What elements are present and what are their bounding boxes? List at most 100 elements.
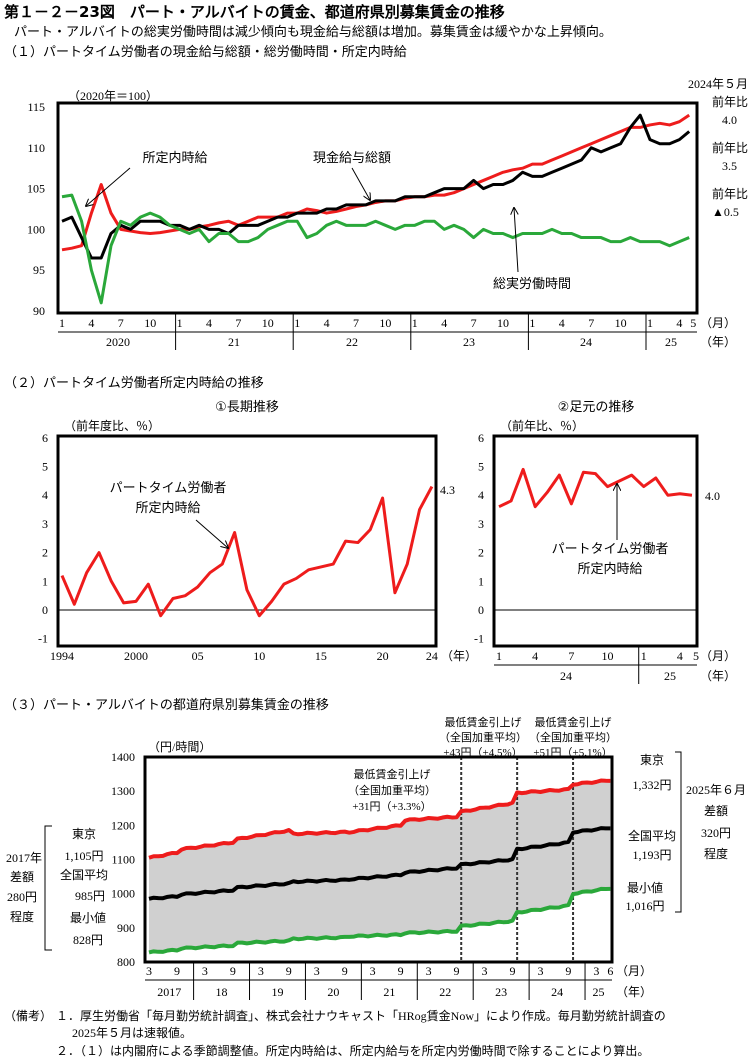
x-tick-label: 3 — [370, 964, 376, 978]
year-label: 25 — [593, 985, 605, 999]
yoy-red-value: 4.0 — [722, 113, 737, 127]
chart1-frame — [56, 101, 699, 315]
x-tick-label: 9 — [398, 964, 404, 978]
y-tick-label: 1200 — [111, 818, 135, 832]
year-unit: （年） — [700, 669, 736, 683]
y-tick-label: 2 — [42, 546, 48, 560]
x-tick-label: 3 — [146, 964, 152, 978]
left-bracket — [44, 825, 52, 951]
right-national-value: 1,193円 — [632, 848, 671, 862]
figure-summary: パート・アルバイトの総実労働時間は減少傾向も現金給与総額は増加。募集賃金は緩やか… — [14, 24, 612, 40]
year-label: 21 — [383, 985, 395, 999]
label-total-hours: 総実労働時間 — [493, 276, 571, 292]
label-hourly-wage: 所定内時給 — [142, 150, 207, 166]
y-tick-label: -1 — [38, 632, 48, 646]
left-national: 全国平均 — [60, 867, 108, 882]
left-tokyo-value: 1,105円 — [64, 849, 103, 863]
left-min-value: 828円 — [73, 933, 103, 947]
right-national: 全国平均 — [628, 828, 676, 843]
x-tick-label: 1 — [496, 649, 502, 663]
x-tick-label: 7 — [471, 316, 477, 330]
y-tick-label: 1300 — [111, 784, 135, 798]
annotation-2023: +43円（+4.5%） — [443, 746, 522, 759]
chart3-unit: （円/時間） — [148, 740, 211, 754]
y-tick-label: 115 — [27, 100, 45, 114]
chart2a-title: ①長期推移 — [215, 400, 279, 415]
y-tick-label: 3 — [42, 517, 48, 531]
y-tick-label: -1 — [474, 632, 484, 646]
x-tick-label: 10 — [602, 649, 614, 663]
yoy-label: 前年比 — [712, 186, 748, 201]
right-min-value: 1,016円 — [625, 899, 664, 913]
year-label: 2017 — [157, 985, 181, 999]
year-unit: （年） — [700, 335, 736, 349]
left-min: 最小値 — [70, 910, 106, 925]
x-tick-label: 5 — [693, 649, 699, 663]
note-1: １．厚生労働省「毎月勤労統計調査」、株式会社ナウキャスト「HRog賃金Now」に… — [56, 1008, 666, 1023]
figure-title: 第１－２－23図 パート・アルバイトの賃金、都道府県別募集賃金の推移 — [4, 3, 505, 21]
chart1-date-label: 2024年５月 — [688, 77, 748, 91]
year-label: 18 — [216, 985, 228, 999]
chart2a-frame — [56, 434, 438, 648]
notes-label: （備考） — [4, 1008, 52, 1023]
chart1-title: （１）パートタイム労働者の現金給与総額・総労働時間・所定内時給 — [4, 44, 407, 60]
y-tick-label: 90 — [33, 304, 45, 318]
range-fill — [149, 780, 611, 953]
x-tick-label: 7 — [235, 316, 241, 330]
yoy-green-value: ▲0.5 — [712, 205, 739, 219]
x-tick-label: 4 — [532, 649, 538, 663]
x-tick-label: 3 — [537, 964, 543, 978]
y-tick-label: 1 — [42, 574, 48, 588]
y-tick-label: 4 — [42, 488, 48, 502]
right-diff-approx: 程度 — [704, 846, 728, 861]
x-tick-label: 4 — [206, 316, 212, 330]
left-national-value: 985円 — [75, 889, 105, 903]
x-tick-label: 2000 — [124, 649, 148, 663]
right-diff: 差額 — [704, 804, 728, 818]
chart1-unit: （2020年＝100） — [68, 89, 158, 103]
year-label: 23 — [463, 335, 475, 349]
chart2b-title: ②足元の推移 — [558, 400, 635, 415]
x-tick-label: 10 — [253, 649, 265, 663]
left-diff-approx: 程度 — [10, 909, 34, 924]
year-label: 24 — [551, 985, 563, 999]
y-tick-label: 900 — [117, 921, 135, 935]
x-tick-label: 4 — [559, 316, 565, 330]
x-tick-label: 9 — [342, 964, 348, 978]
x-tick-label: 15 — [315, 649, 327, 663]
y-tick-label: 5 — [478, 460, 484, 474]
x-tick-label: 1 — [641, 649, 647, 663]
y-tick-label: 2 — [478, 546, 484, 560]
annotation-2021: （全国加重平均） — [348, 783, 436, 797]
chart3-frame — [143, 755, 614, 964]
annotation-2021: 最低賃金引上げ — [354, 767, 431, 781]
x-tick-label: 1 — [647, 316, 653, 330]
year-label: 2020 — [106, 335, 130, 349]
series-line-minimum — [148, 886, 611, 955]
x-tick-label: 1 — [412, 316, 418, 330]
year-label: 25 — [664, 669, 676, 683]
x-tick-label: 10 — [379, 316, 391, 330]
series-line-national-average — [148, 826, 611, 901]
note-1-cont: 2025年５月は速報値。 — [72, 1025, 192, 1040]
x-tick-label: 9 — [565, 964, 571, 978]
right-diff-amount: 320円 — [701, 826, 731, 840]
x-tick-label: 10 — [615, 316, 627, 330]
series-line-hourly-wage — [61, 113, 691, 252]
year-label: 20 — [327, 985, 339, 999]
x-tick-label: 1994 — [50, 649, 74, 663]
series-line-hourly-wage — [60, 485, 434, 618]
left-diff-amount: 280円 — [7, 890, 37, 904]
y-tick-label: 4 — [478, 488, 484, 502]
y-tick-label: 95 — [33, 263, 45, 277]
y-tick-label: 1000 — [111, 887, 135, 901]
annotation-2021: +31円（+3.3%） — [352, 800, 431, 813]
x-tick-label: 4 — [677, 649, 683, 663]
x-tick-label: 05 — [192, 649, 204, 663]
series-line-tokyo — [148, 778, 611, 860]
x-tick-label: 1 — [529, 316, 535, 330]
y-tick-label: 100 — [27, 222, 45, 236]
year-label: 24 — [560, 669, 572, 683]
label-2b-l1: パートタイム労働者 — [552, 542, 669, 557]
